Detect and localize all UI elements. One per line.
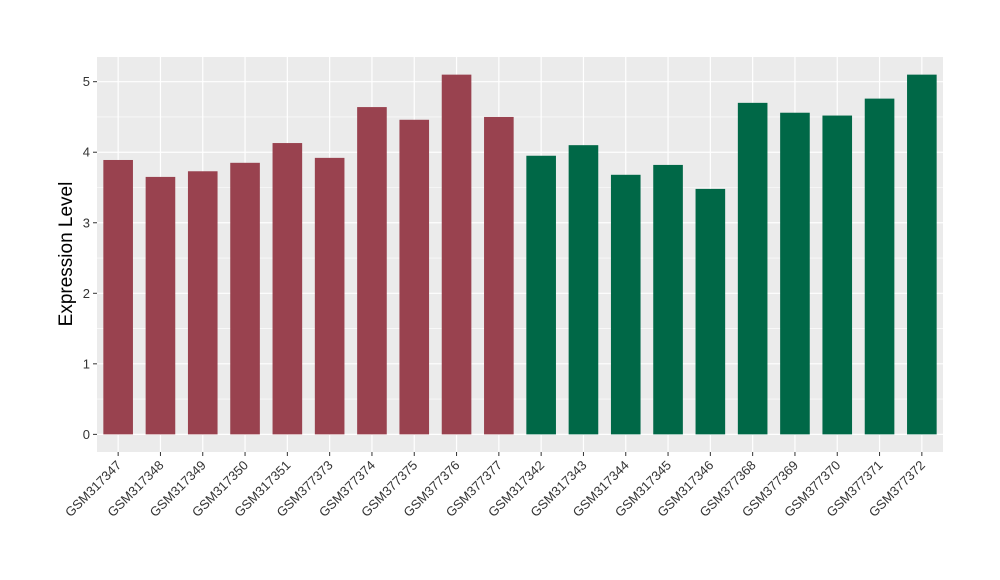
bar-gsm377373 [314,157,345,435]
bar-gsm317344 [610,174,641,435]
bar-gsm377371 [864,98,895,435]
y-tick-label: 5 [83,74,90,89]
bar-gsm317346 [695,188,726,435]
y-tick-label: 2 [83,286,90,301]
bar-gsm317351 [272,143,303,435]
bar-gsm377372 [907,74,937,435]
bar-gsm317345 [653,164,683,435]
bar-gsm377368 [737,102,768,435]
bar-gsm317350 [230,162,260,435]
bar-gsm377377 [484,116,514,435]
bars [103,74,937,435]
bar-gsm317349 [187,171,218,435]
y-tick-label: 0 [83,427,90,442]
y-tick-label: 1 [83,356,90,371]
bar-gsm377374 [357,107,387,435]
bar-gsm377376 [441,74,472,435]
plot-panel [97,57,943,452]
y-axis-title: Expression Level [56,182,77,327]
bar-gsm377370 [822,115,853,435]
bar-gsm317347 [103,159,133,435]
y-tick-label: 3 [83,215,90,230]
x-axis: GSM317347GSM317348GSM317349GSM317350GSM3… [62,452,928,520]
bar-gsm317342 [526,155,556,435]
bar-gsm317348 [145,176,176,435]
y-axis: 0 1 2 3 4 5 [83,74,97,442]
bar-gsm377369 [780,112,810,435]
bar-gsm317343 [568,145,599,435]
bar-gsm377375 [399,119,430,435]
y-tick-label: 4 [83,145,90,160]
